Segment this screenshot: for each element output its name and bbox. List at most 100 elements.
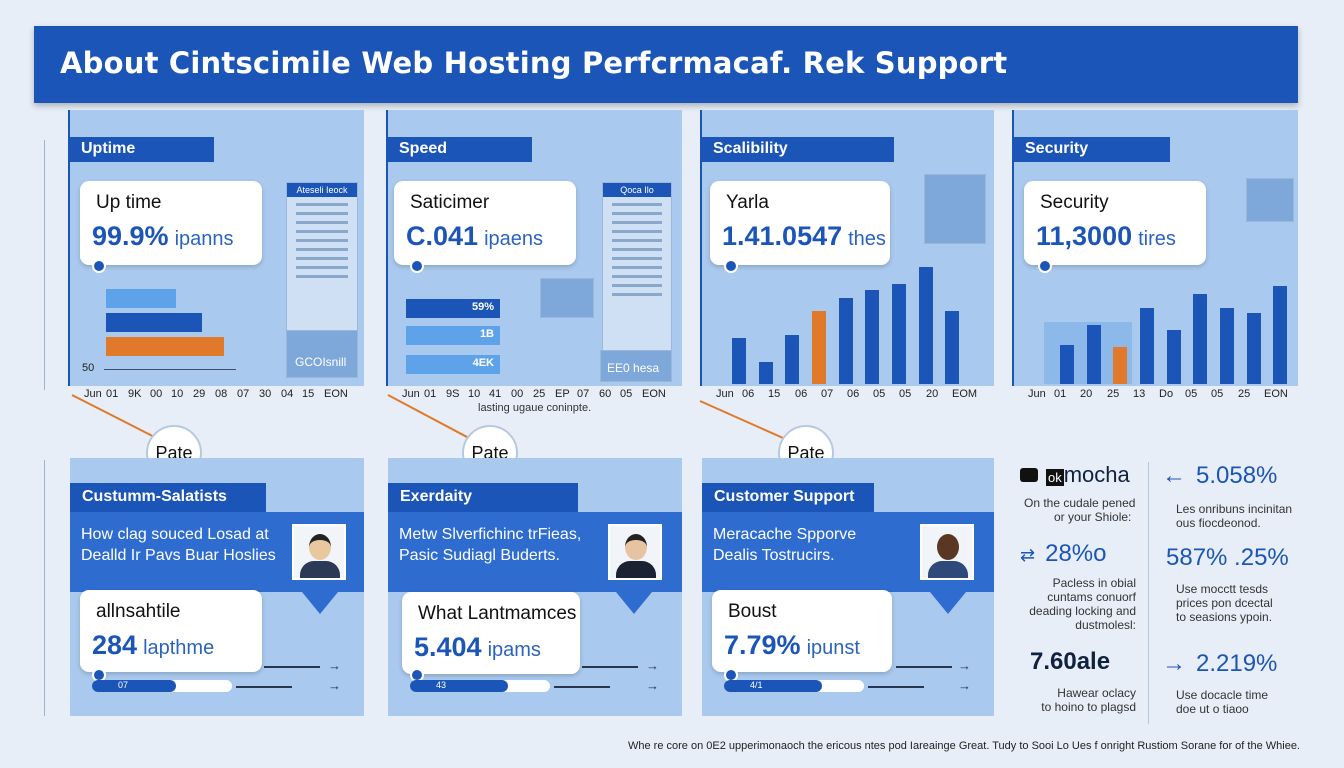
security-tab[interactable]: Security	[1014, 137, 1170, 162]
x-tick-label: 01	[424, 388, 437, 400]
customer-satisfaction-panel: Custumm-Salatists How clag souced Losad …	[70, 458, 364, 716]
pointer-triangle	[930, 592, 966, 614]
chart-bar	[865, 290, 879, 384]
customer-support-callout-label: Boust	[728, 601, 777, 622]
arrow-right-icon: →	[646, 678, 659, 693]
chart-bar	[919, 267, 933, 384]
arrow-right-icon: →	[328, 658, 341, 673]
uptime-tab[interactable]: Uptime	[70, 137, 214, 162]
arrow-right-icon: →	[958, 658, 971, 673]
document-icon: Ateseli Ieock	[286, 182, 358, 342]
x-tick-label: 25	[1238, 388, 1251, 400]
x-tick-label: 07	[577, 388, 590, 400]
chart-bar	[945, 311, 959, 384]
security-callout-label: Security	[1040, 192, 1109, 213]
x-tick-label: 13	[1133, 388, 1146, 400]
x-tick-label: 06	[847, 388, 860, 400]
x-tick-label: 05	[873, 388, 886, 400]
stat-right-3: → 2.219% Use docacle time doe ut o tiaoo	[1162, 650, 1278, 716]
camera-icon	[1020, 468, 1038, 482]
shield-icon	[1246, 178, 1294, 222]
dash-line	[264, 666, 320, 668]
x-tick-label: 10	[171, 388, 184, 400]
x-tick-label: 05	[620, 388, 633, 400]
customer-support-panel: Customer Support Meracache Spporve Dealis…	[702, 458, 994, 716]
server-icon	[540, 278, 594, 318]
arrow-right-icon: →	[646, 658, 659, 673]
x-tick-label: 25	[1107, 388, 1120, 400]
extensibility-desc: Metw Slverfichinc trFieas, Pasic Sudiagl …	[399, 526, 582, 564]
scalability-panel: Scalibility Yarla 1.41.0547 thes Jun 06 15 0…	[700, 110, 994, 400]
stats-divider	[1148, 462, 1149, 724]
x-tick-label: 05	[899, 388, 912, 400]
image-card-icon	[924, 174, 986, 244]
x-tick-label: 08	[215, 388, 228, 400]
map-pin-icon	[92, 259, 106, 273]
speed-tab[interactable]: Speed	[388, 137, 532, 162]
left-rule-bottom	[44, 460, 45, 716]
dash-line	[896, 666, 952, 668]
stat-right-2: 587% .25% Use mocctt tesds prices pon dce…	[1166, 544, 1289, 624]
x-tick-label: Jun	[402, 388, 420, 400]
uptime-bar-2	[106, 313, 202, 332]
customer-satisfaction-desc: How clag souced Losad at Dealld Ir Pavs B…	[81, 526, 276, 564]
x-tick-label: EON	[1264, 388, 1288, 400]
x-tick-label: 07	[237, 388, 250, 400]
x-tick-label: 25	[533, 388, 546, 400]
connector-arrow	[387, 394, 474, 441]
connector-arrow	[71, 394, 160, 441]
stat-left-3: 7.60ale Hawear oclacy to hoino to plagsd	[1030, 648, 1136, 714]
x-tick-label: 05	[1211, 388, 1224, 400]
x-tick-label: 30	[259, 388, 272, 400]
page-title: About Cintscimile Web Hosting Perfcrmaca…	[60, 46, 1008, 80]
chart-bar	[759, 362, 773, 384]
speed-callout-value: C.041 ipaens	[406, 221, 543, 251]
uptime-panel: Uptime Up time 99.9% ipanns Ateseli Ieock…	[68, 110, 364, 400]
dash-line	[582, 666, 638, 668]
uptime-callout-label: Up time	[96, 192, 162, 213]
chart-bar	[732, 338, 746, 384]
chart-bar	[1220, 308, 1234, 384]
chart-bar	[1247, 313, 1261, 384]
x-tick-label: EOM	[952, 388, 978, 400]
customer-satisfaction-callout-label: allnsahtile	[96, 601, 181, 622]
x-tick-label: 01	[1054, 388, 1067, 400]
customer-satisfaction-tab[interactable]: Custumm-Salatists	[70, 483, 266, 512]
scalability-callout-value: 1.41.0547 thes	[722, 221, 886, 251]
speed-panel: Speed Saticimer C.041 ipaens Qoca Ilo 59%…	[386, 110, 682, 400]
pointer-triangle	[616, 592, 652, 614]
title-banner: About Cintscimile Web Hosting Perfcrmaca…	[34, 26, 1298, 103]
pointer-triangle	[302, 592, 338, 614]
badge-card: EE0 hesa	[600, 350, 672, 382]
x-tick-label: 20	[926, 388, 939, 400]
speed-bar-2: 1B	[406, 326, 500, 345]
x-tick-label: 06	[742, 388, 755, 400]
customer-support-tab[interactable]: Customer Support	[702, 483, 874, 512]
map-pin-icon	[724, 259, 738, 273]
uptime-bar-3	[106, 337, 224, 356]
uptime-callout: Up time 99.9% ipanns	[80, 181, 262, 265]
speed-callout: Saticimer C.041 ipaens	[394, 181, 576, 265]
document-icon: Qoca Ilo	[602, 182, 672, 372]
speed-bar-1: 59%	[406, 299, 500, 318]
customer-satisfaction-callout: allnsahtile 284 lapthme	[80, 590, 262, 672]
left-rule	[44, 140, 45, 390]
x-tick-label: 41	[489, 388, 502, 400]
stat-left-2: ⇄ 28%o Pacless in obial cuntams conuorf dea…	[1020, 540, 1136, 632]
stat-left-1: okmocha On the cudale pened or your Shiol…	[1020, 462, 1135, 524]
uptime-callout-value: 99.9% ipanns	[92, 221, 234, 251]
x-tick-label: 9K	[128, 388, 142, 400]
x-tick-label: Jun	[1028, 388, 1046, 400]
swap-arrows-icon: ⇄	[1020, 545, 1036, 565]
avatar	[920, 524, 974, 580]
security-callout-value: 11,3000 tires	[1036, 221, 1176, 251]
chart-bar	[1193, 294, 1207, 384]
extensibility-tab[interactable]: Exerdaity	[388, 483, 578, 512]
dash-line	[236, 686, 292, 688]
chart-bar	[839, 298, 853, 384]
chart-bar	[1060, 345, 1074, 384]
customer-support-callout-value: 7.79% ipunst	[724, 630, 860, 660]
scalability-tab[interactable]: Scalibility	[702, 137, 894, 162]
customer-support-callout: Boust 7.79% ipunst	[712, 590, 892, 672]
speed-bar-3: 4EK	[406, 355, 500, 374]
